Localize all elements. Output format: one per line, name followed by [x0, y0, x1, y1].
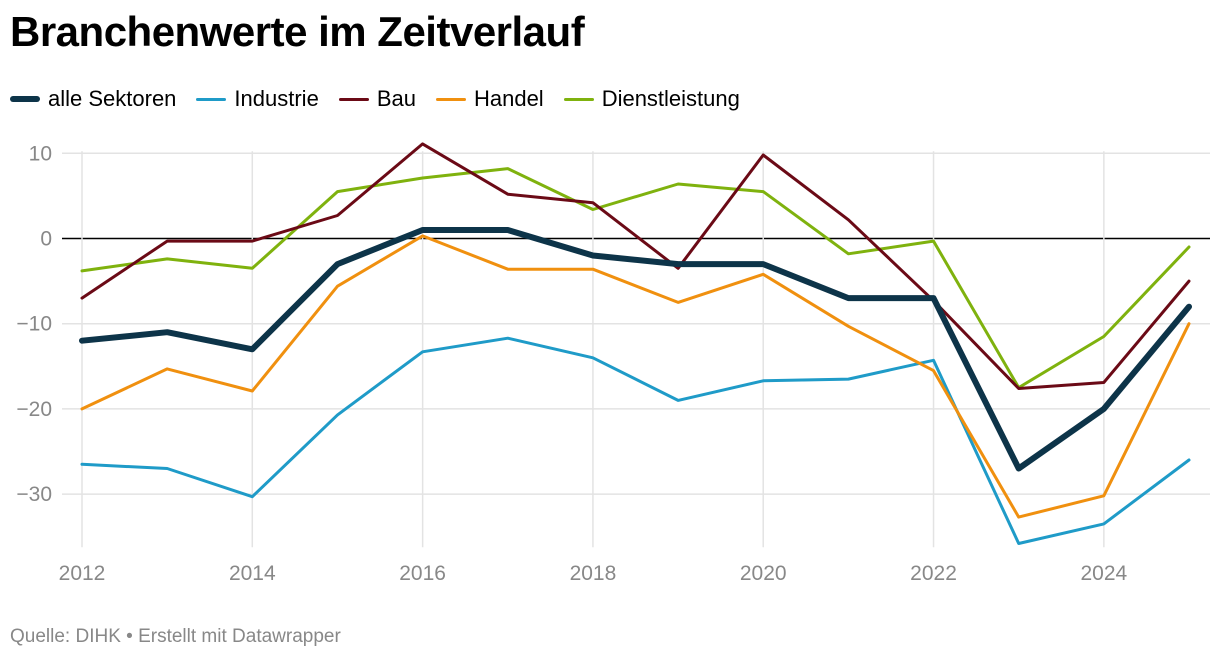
legend-item-dienstleistung: Dienstleistung [563, 86, 740, 112]
series-line-bau [80, 142, 1191, 390]
y-tick-label: −30 [16, 483, 52, 506]
legend-swatch-handel [435, 97, 466, 101]
y-tick-label: −10 [16, 313, 52, 336]
series-line-industrie [80, 336, 1191, 545]
chart-title: Branchenwerte im Zeitverlauf [10, 8, 585, 55]
x-tick-label: 2020 [740, 562, 787, 585]
legend-label-alle-sektoren: alle Sektoren [48, 86, 177, 111]
series-line-alle-sektoren [79, 227, 1192, 472]
legend-label-bau: Bau [376, 86, 416, 111]
legend-item-alle-sektoren: alle Sektoren [10, 86, 176, 112]
y-tick-label: −20 [16, 398, 52, 421]
legend-swatch-dienstleistung [563, 97, 594, 101]
legend-item-industrie: Industrie [196, 86, 319, 112]
x-tick-label: 2012 [59, 562, 106, 585]
legend-label-handel: Handel [473, 86, 544, 111]
legend-label-industrie: Industrie [234, 86, 319, 111]
legend-item-bau: Bau [338, 86, 416, 112]
x-tick-label: 2022 [910, 562, 957, 585]
x-tick-label: 2018 [570, 562, 617, 585]
series-line-handel [80, 234, 1191, 519]
y-tick-label: 10 [29, 142, 52, 165]
legend: alle Sektoren Industrie Bau Handel Diens… [10, 86, 740, 112]
x-tick-label: 2014 [229, 562, 276, 585]
y-tick-label: 0 [40, 228, 52, 251]
legend-item-handel: Handel [435, 86, 544, 112]
legend-swatch-bau [338, 97, 369, 101]
series-line-dienstleistung [80, 167, 1191, 390]
x-tick-label: 2016 [399, 562, 446, 585]
footer-source: Quelle: DIHK • Erstellt mit Datawrapper [10, 626, 341, 647]
legend-swatch-industrie [196, 97, 227, 101]
x-tick-label: 2024 [1080, 562, 1127, 585]
legend-label-dienstleistung: Dienstleistung [601, 86, 740, 111]
legend-swatch-alle-sektoren [10, 96, 40, 102]
line-chart: 10 0 −10 −20 −30 2012 2014 2016 2018 2020 2022 2024 [16, 142, 1210, 585]
